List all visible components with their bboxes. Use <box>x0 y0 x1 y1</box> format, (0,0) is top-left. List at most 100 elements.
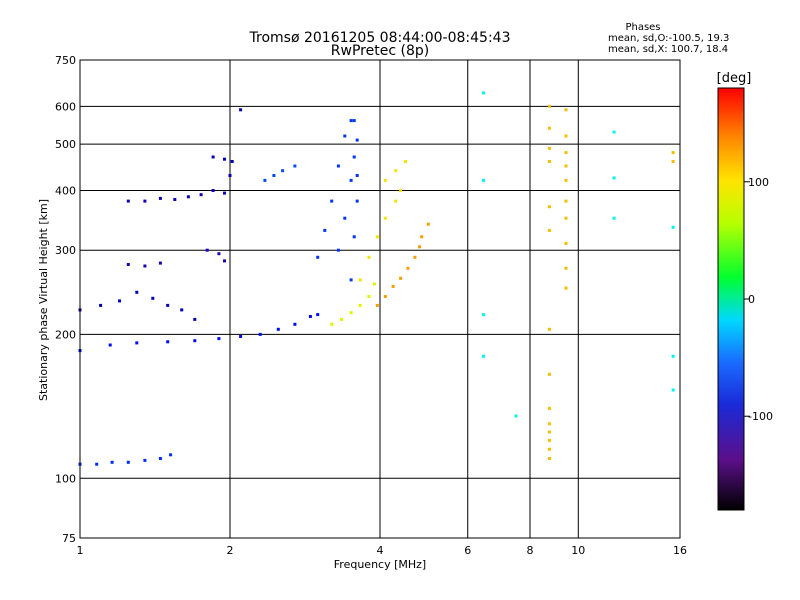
data-point <box>135 290 139 294</box>
phase-stats-o: mean, sd,O:-100.5, 19.3 <box>608 33 729 44</box>
data-point <box>205 248 209 252</box>
plot-grid <box>80 60 680 538</box>
y-tick-label: 100 <box>55 472 76 485</box>
y-tick-label: 600 <box>55 100 76 113</box>
colorbar-tick-label: 100 <box>748 176 769 189</box>
data-point <box>230 160 234 163</box>
data-point <box>293 322 297 326</box>
data-point <box>217 337 221 341</box>
data-point <box>355 199 359 203</box>
data-point <box>547 438 551 442</box>
data-point <box>358 278 362 282</box>
data-point <box>383 295 387 298</box>
data-point <box>391 284 395 288</box>
y-tick-label: 500 <box>55 138 76 151</box>
x-tick-label: 1 <box>77 544 84 557</box>
data-point <box>143 264 147 268</box>
data-point <box>481 178 485 182</box>
data-point <box>481 91 485 95</box>
data-point <box>352 155 356 159</box>
data-point <box>276 327 280 331</box>
data-point <box>547 422 551 426</box>
data-point <box>373 282 376 286</box>
colorbar <box>717 87 745 511</box>
data-point <box>135 341 139 345</box>
data-point <box>126 263 130 266</box>
x-tick-label: 8 <box>527 544 534 557</box>
x-tick-label: 6 <box>464 544 471 557</box>
x-tick-label: 4 <box>377 544 384 557</box>
colorbar-label: [deg] <box>717 71 752 86</box>
chart-subtitle: RwPretec (8p) <box>331 43 429 59</box>
data-point <box>217 252 221 256</box>
data-point <box>547 146 551 150</box>
y-tick-label: 200 <box>55 328 76 341</box>
data-point <box>547 126 551 130</box>
data-point <box>239 335 243 338</box>
data-point <box>564 134 568 138</box>
data-point <box>126 199 130 203</box>
data-point <box>375 235 379 239</box>
data-point <box>547 430 551 434</box>
data-point <box>316 255 320 259</box>
data-point <box>95 462 99 466</box>
phase-stats-heading: Phases <box>625 22 660 33</box>
colorbar-tick-label: -100 <box>748 410 773 423</box>
data-point <box>481 354 485 358</box>
data-point <box>375 303 379 307</box>
y-tick-label: 300 <box>55 244 76 257</box>
data-point <box>355 174 359 177</box>
data-point <box>514 414 518 418</box>
data-point <box>223 259 226 263</box>
data-point <box>158 261 162 265</box>
data-point <box>293 164 297 168</box>
data-point <box>671 160 675 163</box>
data-point <box>358 303 362 307</box>
data-point <box>394 169 398 173</box>
data-point <box>336 248 340 252</box>
data-point <box>564 241 568 245</box>
data-point <box>323 228 327 232</box>
colorbar-ticks: 100 0 -100 <box>744 176 773 423</box>
y-axis-label: Stationary phase Virtual Height [km] <box>37 199 50 401</box>
data-point <box>547 205 551 209</box>
x-tick-label: 2 <box>227 544 234 557</box>
data-point <box>330 199 334 203</box>
phase-stats-x: mean, sd,X: 100.7, 18.4 <box>608 44 728 55</box>
data-point <box>383 216 387 220</box>
data-point <box>158 196 162 200</box>
data-point <box>110 460 114 464</box>
data-point <box>671 354 675 358</box>
data-point <box>223 157 226 161</box>
data-point <box>308 315 312 318</box>
data-point <box>316 313 320 317</box>
chart-title: Tromsø 20161205 08:44:00-08:45:43 <box>249 30 511 46</box>
data-point <box>352 119 356 123</box>
data-point <box>186 195 190 199</box>
data-point <box>193 317 197 321</box>
data-point <box>239 108 243 112</box>
data-point <box>108 343 112 347</box>
data-point <box>404 160 407 163</box>
data-point <box>367 295 371 298</box>
data-point <box>547 406 551 410</box>
data-point <box>258 332 262 336</box>
data-points <box>78 91 675 466</box>
data-point <box>564 108 568 112</box>
data-point <box>211 189 215 192</box>
data-point <box>547 327 551 331</box>
data-point <box>180 308 184 312</box>
x-tick-label: 16 <box>673 544 687 557</box>
data-point <box>426 222 430 226</box>
data-point <box>166 303 170 307</box>
data-point <box>330 322 334 326</box>
data-point <box>169 453 173 457</box>
data-point <box>671 151 675 155</box>
data-point <box>399 276 403 280</box>
data-point <box>418 245 421 249</box>
data-point <box>281 169 285 173</box>
data-point <box>612 130 616 134</box>
data-point <box>547 160 551 163</box>
data-point <box>564 266 568 270</box>
